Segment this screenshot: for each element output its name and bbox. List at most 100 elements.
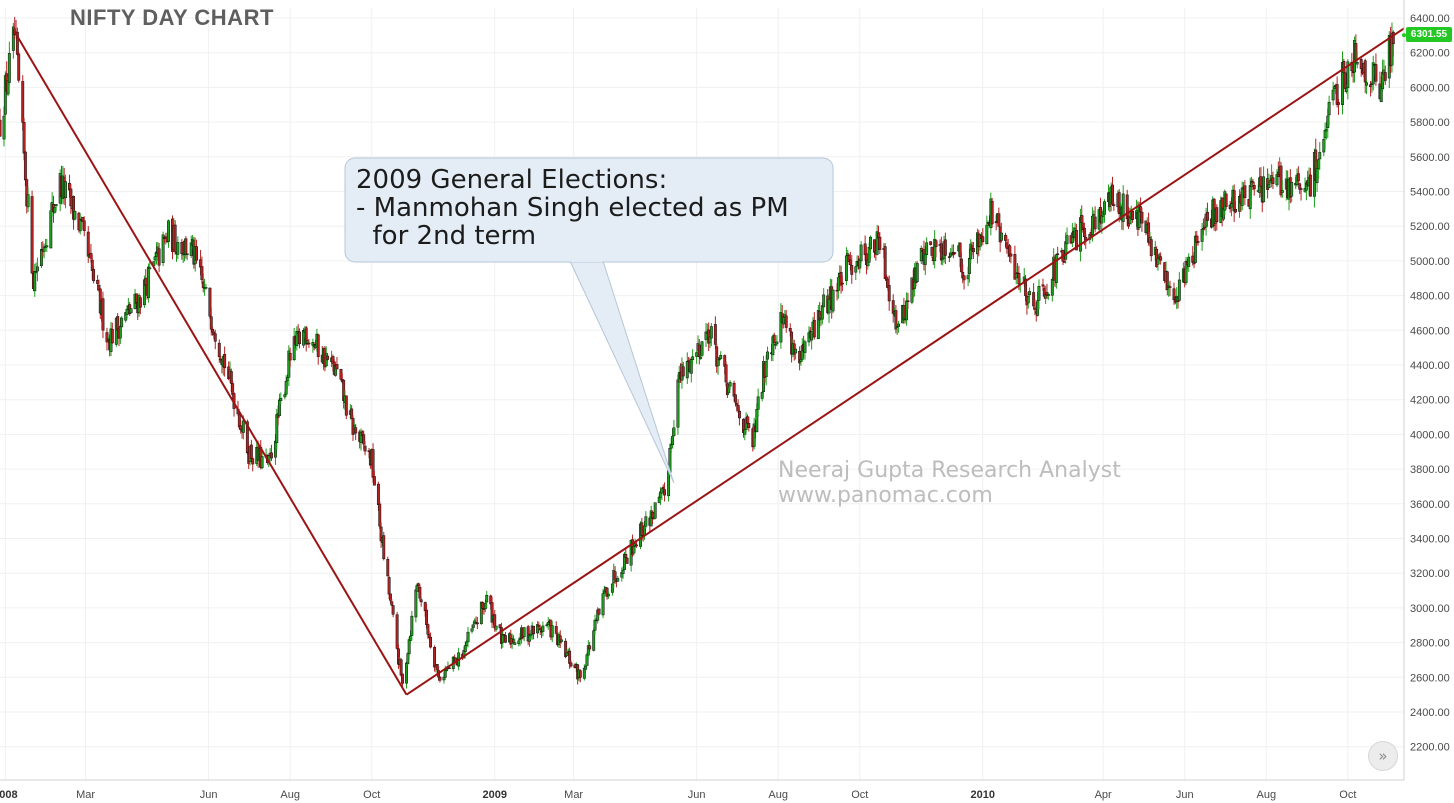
candle-body	[883, 246, 887, 280]
candle-body	[713, 324, 717, 345]
candle	[363, 441, 367, 456]
candle-body	[429, 636, 433, 648]
candle-body	[279, 398, 283, 401]
candle-body	[33, 270, 37, 292]
candle-body	[1168, 286, 1172, 288]
candle-body	[120, 317, 124, 328]
candle	[120, 316, 124, 328]
candle	[391, 605, 395, 618]
candle-body	[260, 456, 264, 469]
candle-body	[485, 595, 489, 603]
candle-body	[1363, 60, 1367, 83]
candle	[869, 235, 872, 260]
candle-body	[447, 667, 451, 669]
candle	[101, 291, 105, 339]
candle-body	[653, 502, 657, 519]
candle-body	[138, 297, 142, 308]
x-tick-label: Apr	[1095, 789, 1112, 801]
candle	[513, 638, 517, 645]
candle-body	[399, 659, 403, 676]
candle	[0, 108, 2, 137]
candle	[810, 330, 814, 350]
x-tick-label: Oct	[363, 789, 380, 801]
candle-body	[844, 255, 848, 281]
candle-body	[760, 392, 764, 399]
candle-body	[840, 282, 844, 285]
candle-body	[1391, 31, 1395, 45]
candle-body	[200, 266, 204, 281]
candle	[494, 625, 498, 632]
candle	[173, 220, 177, 255]
candle-body	[410, 615, 414, 636]
candle-body	[433, 647, 437, 668]
candle-body	[185, 253, 189, 256]
candle-body	[569, 662, 573, 667]
candle	[390, 598, 394, 607]
candle	[610, 582, 614, 596]
candle	[1112, 201, 1116, 211]
candle-body	[854, 266, 858, 273]
y-tick-label: 2400.00	[1410, 707, 1450, 719]
candle	[1234, 200, 1237, 214]
candle-body	[939, 243, 943, 261]
candle	[54, 204, 58, 211]
candle	[213, 329, 217, 350]
candle	[925, 237, 929, 258]
candle-body	[40, 249, 43, 266]
x-tick-label: Mar	[76, 789, 95, 801]
candle	[1337, 99, 1340, 115]
scroll-to-latest-button[interactable]: »	[1368, 741, 1398, 771]
candle	[33, 263, 37, 297]
y-tick-label: 3600.00	[1410, 499, 1450, 511]
candle	[1028, 287, 1032, 298]
candle-body	[1074, 230, 1078, 251]
candle	[223, 346, 227, 377]
candle-body	[764, 361, 768, 377]
candle	[354, 424, 358, 441]
candle	[588, 641, 592, 653]
candle-body	[691, 356, 695, 361]
candle	[429, 632, 433, 649]
candle-body	[78, 218, 82, 232]
candle	[386, 556, 390, 577]
candle-body	[378, 503, 382, 527]
candle	[981, 228, 985, 246]
candle	[1243, 180, 1247, 206]
x-tick-label: Jun	[1176, 789, 1194, 801]
candle	[653, 502, 657, 520]
candle	[897, 320, 901, 333]
candle	[962, 275, 966, 290]
candle	[1365, 79, 1369, 95]
candle-body	[1196, 241, 1200, 243]
candle-body	[990, 200, 994, 225]
candle-body	[176, 242, 180, 255]
candle-body	[584, 666, 588, 670]
candle	[279, 392, 283, 405]
candle-body	[695, 352, 699, 357]
candle	[157, 243, 161, 273]
candle	[1363, 58, 1367, 94]
candle-body	[208, 287, 212, 317]
candle-body	[812, 319, 816, 338]
last-price-badge: 6301.55	[1406, 27, 1452, 42]
candle	[719, 351, 723, 360]
candle	[7, 41, 11, 86]
candle-body	[307, 342, 311, 345]
candle-body	[1224, 193, 1228, 207]
candle-body	[395, 614, 399, 649]
candle	[1121, 185, 1125, 231]
candle	[204, 283, 208, 290]
candle-body	[494, 625, 498, 630]
y-tick-label: 6000.00	[1410, 82, 1450, 94]
candle	[490, 596, 494, 629]
candle	[335, 356, 339, 370]
candle-body	[532, 625, 535, 635]
candle-body	[869, 236, 872, 250]
candle-body	[22, 122, 26, 154]
candle	[997, 207, 1001, 227]
candle	[766, 346, 769, 368]
candle	[616, 575, 620, 582]
candle-body	[30, 196, 34, 274]
candle-body	[613, 571, 617, 580]
y-tick-label: 5200.00	[1410, 221, 1450, 233]
